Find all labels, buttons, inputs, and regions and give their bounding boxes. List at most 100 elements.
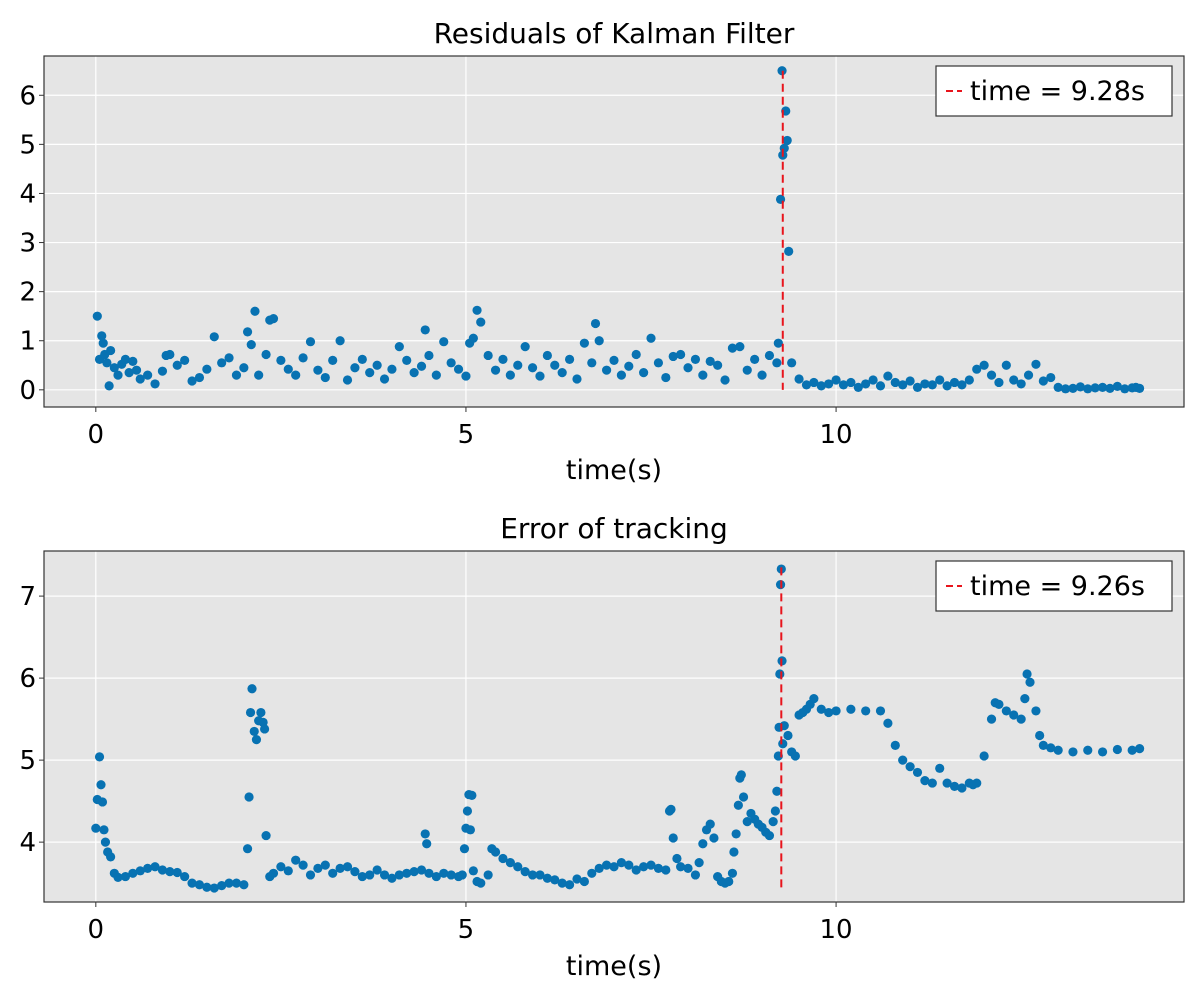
data-point	[1083, 745, 1093, 755]
data-point	[770, 806, 780, 816]
data-point	[261, 830, 271, 841]
data-point	[1083, 384, 1093, 394]
data-point	[883, 371, 893, 381]
data-point	[1022, 669, 1032, 679]
data-point	[572, 874, 582, 884]
data-point	[461, 371, 471, 381]
data-point	[616, 858, 627, 868]
data-point	[98, 338, 108, 348]
data-point	[245, 707, 256, 718]
x-axis-label: time(s)	[566, 951, 662, 982]
x-axis-label: time(s)	[566, 455, 662, 486]
data-point	[305, 870, 316, 880]
data-point	[949, 781, 960, 791]
data-point	[143, 370, 153, 380]
legend-label: time = 9.26s	[970, 571, 1145, 602]
data-point	[690, 354, 701, 364]
data-point	[217, 880, 227, 891]
x-tick-label: 0	[88, 915, 105, 945]
data-point	[750, 354, 760, 364]
data-point	[784, 246, 794, 256]
data-point	[291, 370, 301, 380]
data-point	[328, 868, 338, 878]
data-point	[102, 358, 112, 368]
data-point	[542, 350, 552, 361]
data-point	[239, 880, 249, 890]
data-point	[106, 345, 116, 356]
data-point	[738, 792, 749, 802]
data-point	[979, 751, 989, 761]
data-point	[898, 380, 908, 390]
data-point	[1035, 730, 1045, 741]
data-point	[668, 833, 678, 843]
data-point	[261, 349, 271, 360]
y-tick-label: 2	[19, 278, 36, 308]
data-point	[224, 878, 234, 888]
data-point	[1046, 743, 1056, 753]
data-point	[320, 860, 330, 870]
data-point	[816, 381, 826, 391]
data-point	[313, 863, 323, 873]
data-point	[350, 867, 360, 877]
data-point	[387, 364, 397, 374]
data-point	[109, 363, 119, 373]
data-point	[616, 370, 627, 380]
data-point	[1001, 360, 1011, 370]
data-point	[809, 694, 819, 704]
y-tick-label: 5	[19, 130, 36, 160]
data-point	[298, 860, 308, 870]
data-point	[816, 704, 826, 714]
data-point	[453, 364, 464, 374]
data-point	[1097, 382, 1108, 392]
data-point	[217, 358, 227, 368]
data-point	[713, 360, 723, 370]
data-point	[424, 868, 434, 878]
data-point	[861, 379, 871, 389]
data-point	[542, 873, 552, 883]
data-point	[305, 337, 316, 347]
data-point	[283, 364, 293, 374]
data-point	[249, 726, 259, 737]
data-point	[465, 825, 475, 835]
data-point	[898, 755, 908, 765]
data-point	[1020, 694, 1030, 704]
data-point	[735, 342, 745, 352]
data-point	[624, 361, 634, 371]
x-tick-label: 0	[88, 420, 105, 450]
data-point	[513, 862, 523, 872]
data-point	[180, 355, 190, 365]
data-point	[557, 368, 567, 378]
data-point	[416, 361, 427, 371]
data-point	[420, 325, 430, 335]
data-point	[244, 792, 254, 802]
data-point	[787, 358, 797, 368]
data-point	[764, 350, 775, 361]
data-point	[459, 844, 470, 854]
data-point	[1009, 375, 1019, 385]
data-point	[483, 870, 493, 880]
data-point	[498, 853, 508, 864]
data-point	[601, 365, 612, 375]
data-point	[790, 751, 800, 761]
data-point	[773, 338, 783, 348]
data-point	[809, 377, 819, 388]
data-point	[313, 365, 323, 375]
data-point	[564, 354, 575, 364]
y-tick-label: 6	[19, 664, 36, 694]
data-point	[402, 355, 412, 365]
data-point	[639, 862, 649, 872]
data-point	[172, 867, 182, 878]
data-point	[653, 863, 664, 873]
data-point	[775, 669, 785, 679]
data-point	[1038, 376, 1048, 386]
data-point	[727, 343, 738, 353]
data-points	[91, 564, 1145, 893]
data-point	[731, 829, 741, 839]
data-point	[1016, 714, 1026, 724]
data-point	[853, 382, 863, 392]
data-point	[246, 340, 256, 350]
data-point	[927, 778, 937, 788]
data-point	[672, 853, 682, 864]
data-point	[1097, 747, 1108, 757]
data-point	[794, 374, 804, 384]
